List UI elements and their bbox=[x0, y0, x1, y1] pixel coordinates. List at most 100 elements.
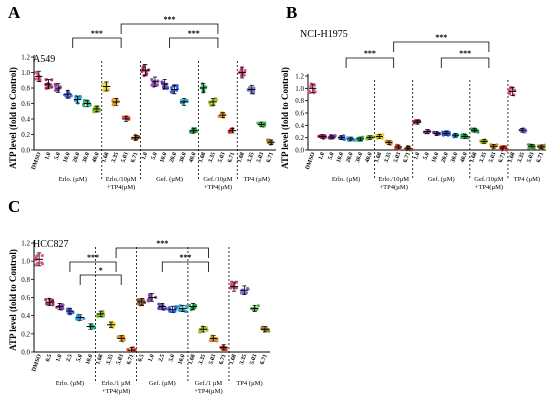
significance-bracket: *** bbox=[345, 49, 395, 68]
x-tick-label: 3.35 bbox=[479, 152, 488, 164]
data-point bbox=[35, 261, 40, 265]
data-group-15 bbox=[451, 132, 460, 139]
panel-letter: A bbox=[8, 3, 21, 22]
data-point bbox=[44, 78, 48, 82]
x-tick-label: 30.0 bbox=[355, 152, 364, 164]
x-tick-label: 3.35 bbox=[517, 152, 526, 164]
x-tick-label: 3.35 bbox=[198, 354, 207, 366]
cell-line-title: HCC827 bbox=[33, 239, 69, 250]
data-point bbox=[178, 304, 182, 308]
group-label: Erlo./10µM bbox=[106, 176, 137, 183]
data-group-5 bbox=[82, 98, 92, 108]
data-point bbox=[61, 306, 65, 311]
data-group-2 bbox=[327, 133, 337, 140]
cell-line-title: A549 bbox=[33, 54, 55, 65]
data-group-5 bbox=[355, 135, 365, 142]
data-point bbox=[209, 103, 213, 107]
y-tick-label: 1.2 bbox=[21, 54, 30, 62]
data-group-10 bbox=[403, 144, 413, 152]
data-point bbox=[45, 302, 49, 306]
x-tick-label: 1.0 bbox=[148, 354, 156, 363]
data-point bbox=[252, 86, 256, 90]
data-point bbox=[167, 306, 171, 310]
panel-c: C HCC827 ATP level (fold to Control)0.0 0.2… bbox=[8, 197, 271, 395]
data-group-6 bbox=[95, 309, 106, 319]
bracket-line bbox=[69, 261, 117, 272]
x-tick-label: 3.35 bbox=[246, 152, 255, 164]
x-tick-label: 20.0 bbox=[169, 152, 178, 164]
data-group-0 bbox=[34, 70, 43, 83]
group-label: Gef./1 µM bbox=[195, 380, 223, 387]
significance-bracket: *** bbox=[393, 33, 490, 52]
data-group-13 bbox=[167, 304, 178, 314]
data-group-3 bbox=[65, 307, 75, 316]
data-point bbox=[210, 334, 214, 338]
group-label: Gef. (µM) bbox=[428, 176, 455, 183]
x-tick-label: 1.68 bbox=[101, 152, 110, 164]
group-label: Erlo. (µM) bbox=[332, 176, 360, 183]
data-point bbox=[101, 82, 105, 86]
x-tick-label: 30.0 bbox=[82, 152, 91, 164]
group-label-sub: +TP4(µM) bbox=[204, 184, 232, 191]
data-group-11 bbox=[140, 64, 151, 78]
data-group-15 bbox=[179, 98, 189, 106]
group-label: Gef. (µM) bbox=[156, 176, 183, 183]
significance-bracket: *** bbox=[169, 29, 219, 48]
group-label: Erlo./1 µM bbox=[102, 380, 131, 387]
data-group-11 bbox=[146, 292, 158, 303]
data-group-14 bbox=[177, 304, 188, 314]
data-point bbox=[365, 137, 369, 141]
significance-bracket: *** bbox=[440, 49, 490, 68]
panel-letter: B bbox=[286, 3, 297, 22]
data-group-8 bbox=[384, 139, 393, 147]
data-group-23 bbox=[256, 121, 267, 128]
data-group-23 bbox=[526, 143, 536, 150]
significance-mark: *** bbox=[164, 15, 176, 24]
bracket-line bbox=[393, 41, 490, 52]
data-group-7 bbox=[374, 133, 385, 140]
data-point bbox=[221, 115, 226, 119]
group-label-sub: +TP4(µM) bbox=[380, 184, 408, 191]
x-tick-label: 5.03 bbox=[488, 152, 497, 164]
data-point bbox=[170, 86, 174, 90]
data-group-0 bbox=[33, 252, 45, 267]
x-tick-label: 5.03 bbox=[393, 152, 402, 164]
group-label: Erlo./10µM bbox=[378, 176, 409, 183]
group-label-sub: +TP4(µM) bbox=[102, 388, 130, 395]
significance-bracket: *** bbox=[72, 29, 122, 48]
y-tick-label: 0.6 bbox=[295, 110, 304, 118]
data-point bbox=[256, 304, 260, 308]
significance-mark: *** bbox=[188, 29, 200, 38]
data-group-12 bbox=[422, 129, 432, 135]
data-point bbox=[88, 103, 92, 107]
data-point bbox=[38, 78, 42, 82]
x-tick-label: 3.35 bbox=[111, 152, 120, 164]
data-group-6 bbox=[92, 105, 102, 114]
y-tick-label: 0.4 bbox=[21, 116, 30, 124]
y-axis-label: ATP level (fold to Control) bbox=[8, 249, 18, 351]
y-tick-label: 1.2 bbox=[21, 240, 30, 248]
data-point bbox=[96, 313, 100, 318]
group-label: Gef./10µM bbox=[474, 176, 503, 183]
data-group-4 bbox=[74, 313, 86, 322]
data-point bbox=[51, 303, 55, 307]
significance-bracket: *** bbox=[69, 253, 117, 272]
y-tick-label: 0.8 bbox=[21, 276, 30, 284]
data-group-10 bbox=[130, 133, 141, 142]
y-tick-label: 0.4 bbox=[21, 312, 30, 320]
data-point bbox=[77, 96, 81, 100]
data-point bbox=[138, 298, 142, 302]
data-point bbox=[40, 253, 44, 258]
group-label: Gef. (µM) bbox=[149, 380, 176, 387]
data-group-14 bbox=[169, 84, 180, 95]
y-axis-label: ATP level (fold to Control) bbox=[280, 67, 290, 169]
x-tick-label: 0.5 bbox=[137, 354, 145, 363]
data-group-3 bbox=[63, 89, 73, 99]
data-point bbox=[76, 313, 80, 317]
data-point bbox=[460, 133, 464, 137]
data-point bbox=[229, 280, 234, 284]
data-group-13 bbox=[432, 130, 442, 137]
x-tick-label: DMSO bbox=[31, 151, 43, 170]
